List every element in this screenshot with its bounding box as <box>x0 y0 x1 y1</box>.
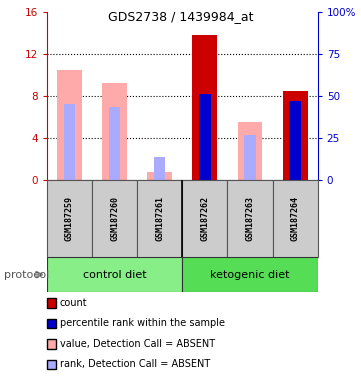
Bar <box>192 35 217 180</box>
Bar <box>199 94 210 180</box>
Bar <box>154 157 165 180</box>
Bar <box>238 122 262 180</box>
Text: value, Detection Call = ABSENT: value, Detection Call = ABSENT <box>60 339 215 349</box>
Bar <box>109 107 120 180</box>
Bar <box>283 91 308 180</box>
Text: GSM187261: GSM187261 <box>155 196 164 242</box>
Text: GSM187260: GSM187260 <box>110 196 119 242</box>
Text: GSM187264: GSM187264 <box>291 196 300 242</box>
Text: percentile rank within the sample: percentile rank within the sample <box>60 318 225 328</box>
Text: GSM187263: GSM187263 <box>245 196 255 242</box>
Text: control diet: control diet <box>83 270 147 280</box>
Bar <box>273 180 318 257</box>
Bar <box>47 257 182 292</box>
Text: protocol: protocol <box>4 270 49 280</box>
Text: GSM187259: GSM187259 <box>65 196 74 242</box>
Bar <box>102 83 127 180</box>
Bar <box>182 257 318 292</box>
Bar <box>47 180 92 257</box>
Bar <box>92 180 137 257</box>
Bar <box>227 180 273 257</box>
Bar <box>290 101 301 180</box>
Text: count: count <box>60 298 87 308</box>
Bar <box>244 135 256 180</box>
Bar <box>137 180 182 257</box>
Text: ketogenic diet: ketogenic diet <box>210 270 290 280</box>
Bar <box>57 70 82 180</box>
Text: GDS2738 / 1439984_at: GDS2738 / 1439984_at <box>108 10 253 23</box>
Bar <box>147 172 172 180</box>
Bar <box>182 180 227 257</box>
Text: GSM187262: GSM187262 <box>200 196 209 242</box>
Bar <box>64 104 75 180</box>
Text: rank, Detection Call = ABSENT: rank, Detection Call = ABSENT <box>60 359 210 369</box>
